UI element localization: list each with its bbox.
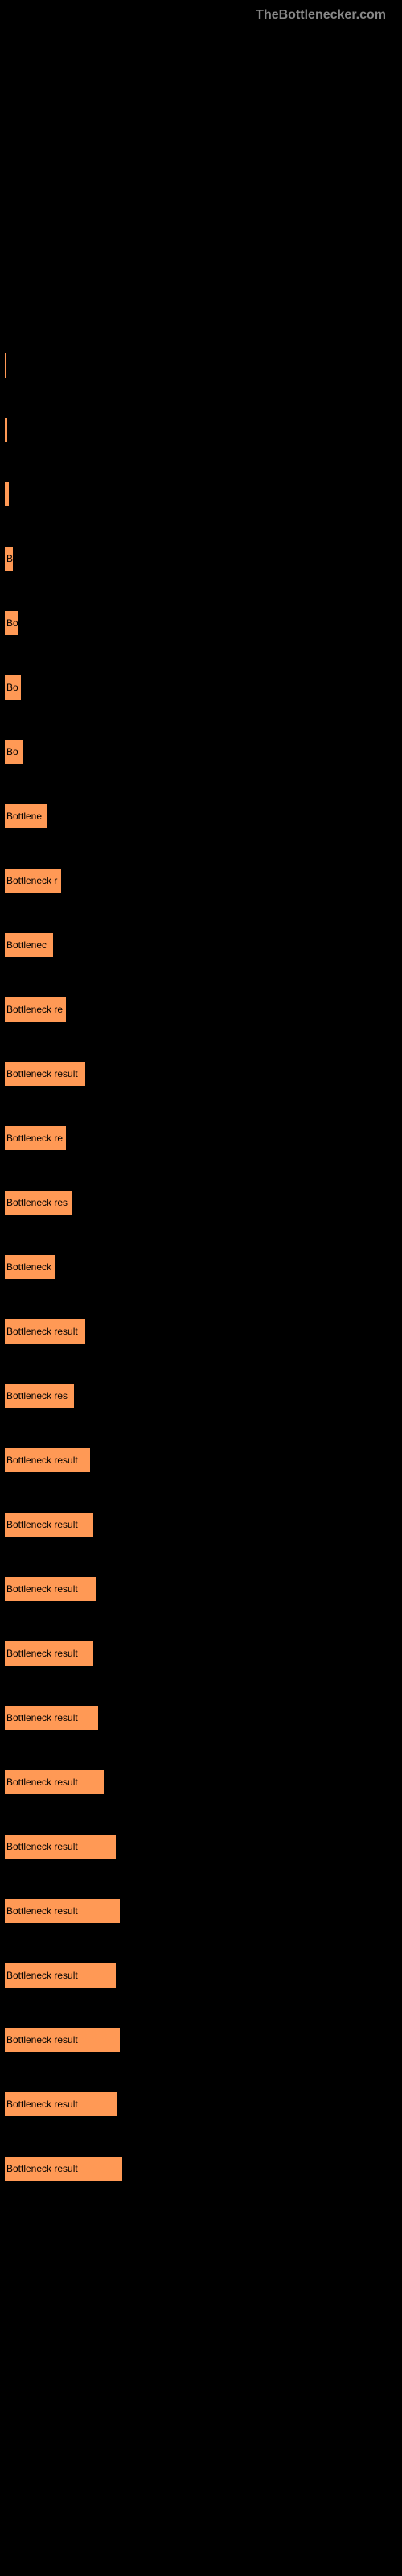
- chart-bar: Bottleneck result: [4, 1641, 94, 1666]
- chart-bar: Bottleneck result: [4, 1769, 105, 1795]
- chart-bar: Bottlene: [4, 803, 48, 829]
- chart-bar: Bottleneck r: [4, 868, 62, 894]
- bar-row: Bottleneck re: [4, 1125, 398, 1151]
- bar-row: Bottleneck result: [4, 1319, 398, 1344]
- chart-bar: Bottleneck: [4, 1254, 56, 1280]
- logo-text: TheBottlenecker.com: [256, 8, 386, 22]
- bar-chart: B Bo Bo Bo Bottlene Bottleneck r Bottlenec Bott…: [0, 353, 402, 2182]
- chart-bar: Bottleneck result: [4, 1834, 117, 1860]
- chart-bar: Bo: [4, 675, 22, 700]
- bar-row: Bottleneck result: [4, 1061, 398, 1087]
- bar-row: Bottleneck result: [4, 2156, 398, 2182]
- chart-bar: Bottleneck result: [4, 2156, 123, 2182]
- bar-row: Bottleneck result: [4, 1512, 398, 1538]
- chart-bar: Bottleneck result: [4, 1576, 96, 1602]
- bar-row: Bottleneck res: [4, 1383, 398, 1409]
- bar-row: Bottleneck result: [4, 1898, 398, 1924]
- bar-row: B: [4, 546, 398, 572]
- chart-bar: Bottleneck result: [4, 2091, 118, 2117]
- bar-row: [4, 353, 398, 378]
- bar-row: Bottleneck result: [4, 1834, 398, 1860]
- chart-bar: Bottleneck result: [4, 1319, 86, 1344]
- chart-bar: Bo: [4, 739, 24, 765]
- bar-row: Bottleneck result: [4, 1447, 398, 1473]
- chart-bar: Bottleneck result: [4, 1512, 94, 1538]
- bar-row: Bo: [4, 675, 398, 700]
- bar-row: [4, 417, 398, 443]
- bar-row: Bottleneck re: [4, 997, 398, 1022]
- chart-bar: Bottleneck res: [4, 1190, 72, 1216]
- bar-row: Bottleneck result: [4, 1641, 398, 1666]
- chart-bar: Bottleneck result: [4, 1705, 99, 1731]
- bar-row: Bottleneck result: [4, 1576, 398, 1602]
- bar-row: Bottleneck result: [4, 2027, 398, 2053]
- bar-row: Bottleneck: [4, 1254, 398, 1280]
- bar-row: Bottlenec: [4, 932, 398, 958]
- chart-bar: Bottleneck re: [4, 997, 67, 1022]
- chart-bar: [4, 353, 7, 378]
- chart-bar: Bottleneck result: [4, 1447, 91, 1473]
- chart-bar: Bottleneck result: [4, 1898, 121, 1924]
- chart-bar: B: [4, 546, 14, 572]
- bar-row: [4, 481, 398, 507]
- chart-bar: Bottlenec: [4, 932, 54, 958]
- bar-row: Bottleneck res: [4, 1190, 398, 1216]
- header-logo: TheBottlenecker.com: [0, 0, 402, 31]
- bar-row: Bottleneck r: [4, 868, 398, 894]
- chart-bar: Bo: [4, 610, 18, 636]
- bar-row: Bottlene: [4, 803, 398, 829]
- chart-bar: [4, 417, 8, 443]
- bar-row: Bottleneck result: [4, 1705, 398, 1731]
- chart-bar: Bottleneck res: [4, 1383, 75, 1409]
- chart-bar: [4, 481, 10, 507]
- bar-row: Bottleneck result: [4, 1769, 398, 1795]
- chart-bar: Bottleneck re: [4, 1125, 67, 1151]
- bar-row: Bottleneck result: [4, 1963, 398, 1988]
- bar-row: Bo: [4, 739, 398, 765]
- bar-row: Bottleneck result: [4, 2091, 398, 2117]
- chart-bar: Bottleneck result: [4, 1963, 117, 1988]
- bar-row: Bo: [4, 610, 398, 636]
- chart-bar: Bottleneck result: [4, 2027, 121, 2053]
- chart-bar: Bottleneck result: [4, 1061, 86, 1087]
